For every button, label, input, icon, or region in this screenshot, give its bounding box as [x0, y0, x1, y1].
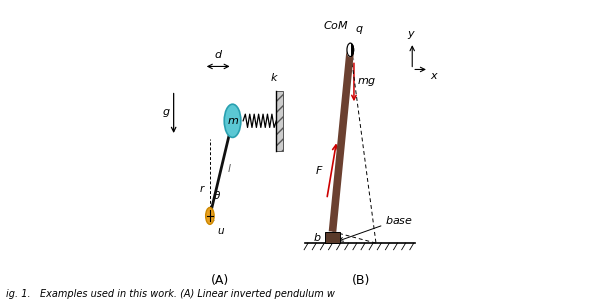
- Text: $k$: $k$: [271, 71, 279, 83]
- Text: $l$: $l$: [226, 162, 231, 174]
- Text: $g$: $g$: [162, 107, 170, 119]
- Text: $CoM$: $CoM$: [323, 19, 349, 31]
- Text: $\theta$: $\theta$: [213, 189, 221, 201]
- Ellipse shape: [224, 104, 241, 137]
- Ellipse shape: [205, 207, 214, 224]
- Bar: [325, 232, 341, 243]
- Ellipse shape: [347, 43, 354, 56]
- Text: $r$: $r$: [199, 183, 205, 194]
- Text: (B): (B): [352, 274, 370, 287]
- Text: $F$: $F$: [315, 164, 324, 176]
- Text: $m$: $m$: [226, 116, 239, 126]
- Text: $q$: $q$: [355, 24, 364, 36]
- Text: $base$: $base$: [385, 214, 413, 226]
- Text: $u$: $u$: [217, 226, 225, 236]
- Text: $b$: $b$: [313, 231, 321, 243]
- Text: (A): (A): [211, 274, 230, 287]
- Text: $x$: $x$: [430, 71, 439, 81]
- Bar: [276, 91, 283, 151]
- Text: $d$: $d$: [214, 48, 223, 60]
- Text: $y$: $y$: [407, 29, 416, 41]
- Text: ig. 1.   Examples used in this work. (A) Linear inverted pendulum w: ig. 1. Examples used in this work. (A) L…: [6, 289, 335, 299]
- Text: $mg$: $mg$: [357, 76, 376, 88]
- Polygon shape: [347, 43, 350, 56]
